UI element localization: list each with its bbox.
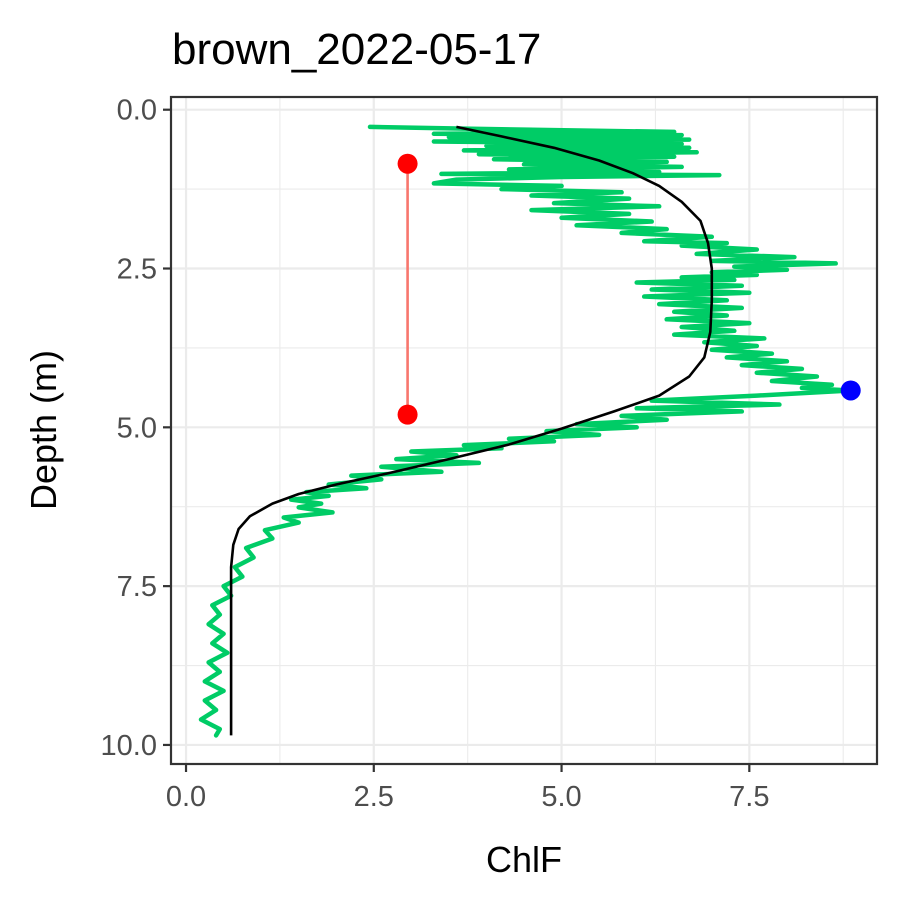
y-tick-label: 2.5 — [117, 254, 157, 286]
peak-point — [840, 380, 861, 401]
chart-title: brown_2022-05-17 — [172, 25, 541, 74]
x-axis-title: ChlF — [486, 839, 562, 880]
x-tick-label: 7.5 — [729, 781, 769, 813]
fitted-profile-line — [229, 125, 714, 736]
y-axis-title: Depth (m) — [23, 350, 64, 510]
range-endpoint — [397, 153, 418, 174]
y-tick-label: 10.0 — [101, 730, 157, 762]
range-endpoint — [397, 404, 418, 425]
x-tick-label: 0.0 — [166, 781, 206, 813]
observed-profile-line — [198, 124, 853, 738]
panel-border — [169, 95, 879, 766]
grid — [171, 97, 877, 764]
y-tick-label: 0.0 — [117, 95, 157, 127]
x-tick-label: 2.5 — [354, 781, 394, 813]
y-tick-label: 5.0 — [117, 412, 157, 444]
plot-marks — [198, 124, 861, 738]
axis-ticks: 0.0 2.5 5.0 7.5 0.0 2.5 5.0 7.5 10.0 — [101, 95, 770, 813]
y-tick-label: 7.5 — [117, 571, 157, 603]
x-tick-label: 5.0 — [541, 781, 581, 813]
